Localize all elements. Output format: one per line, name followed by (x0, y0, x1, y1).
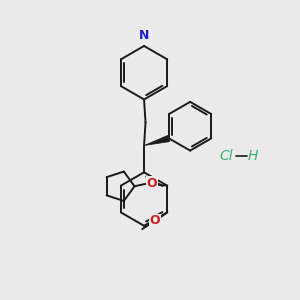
Text: H: H (248, 149, 258, 163)
Text: O: O (146, 177, 157, 190)
Text: O: O (149, 214, 160, 227)
Polygon shape (144, 135, 170, 146)
Text: Cl: Cl (219, 149, 232, 163)
Text: N: N (139, 29, 149, 42)
